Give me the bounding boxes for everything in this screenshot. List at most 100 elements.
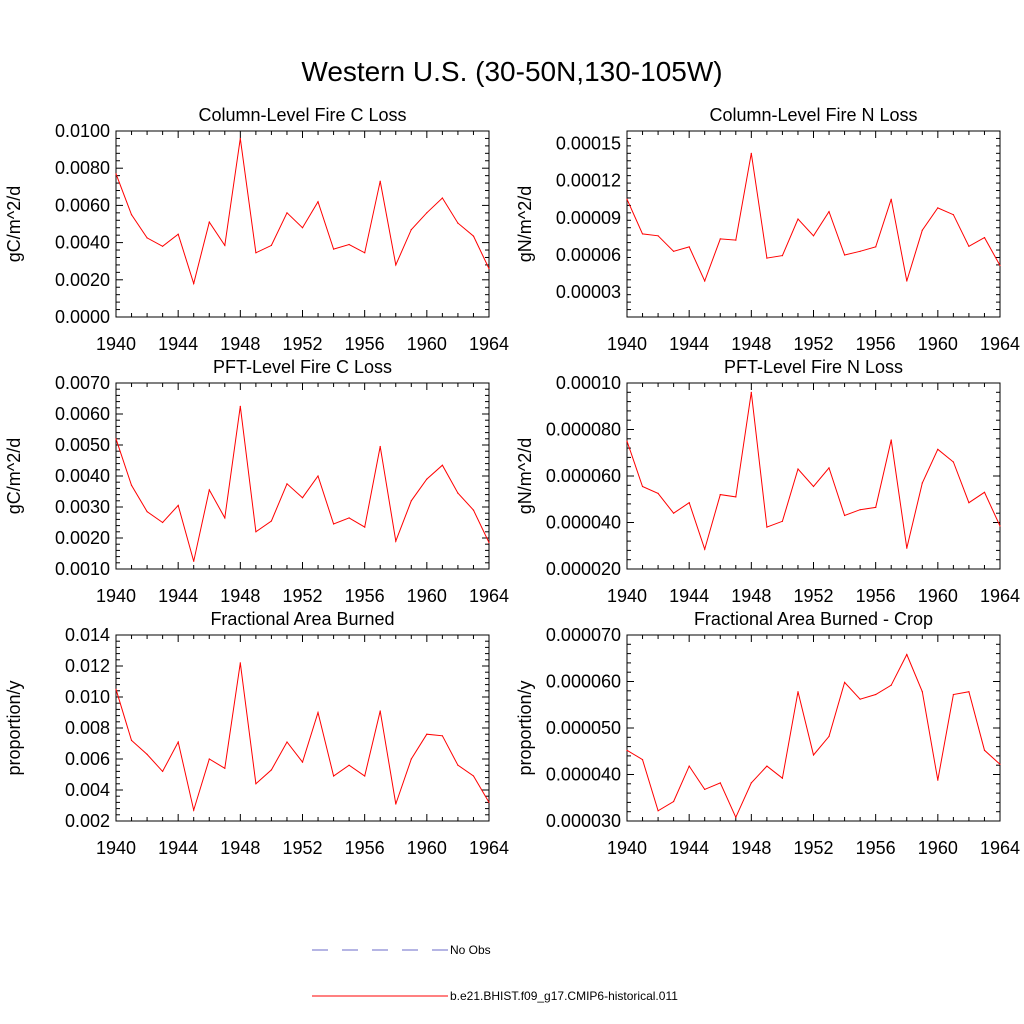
data-point	[844, 681, 846, 684]
data-point	[812, 754, 815, 756]
x-tick-label: 1948	[220, 586, 260, 606]
plot-frame	[115, 634, 490, 822]
data-point	[657, 492, 659, 494]
data-point	[379, 445, 381, 448]
data-point	[704, 788, 706, 791]
x-tick-label: 1948	[731, 838, 771, 858]
data-point	[364, 526, 366, 528]
data-point	[193, 809, 195, 811]
data-point	[875, 693, 877, 696]
data-point	[952, 461, 955, 463]
data-point	[146, 753, 148, 756]
data-point	[937, 448, 939, 450]
data-point	[859, 509, 861, 511]
data-point	[983, 749, 986, 751]
chart-panel-5: Fractional Area Burned proportion/y 1940 19…	[4, 609, 509, 858]
data-point	[193, 282, 195, 285]
data-point	[688, 246, 690, 248]
data-point	[379, 710, 381, 712]
y-tick-label: 0.000040	[546, 513, 621, 533]
data-point	[844, 254, 846, 256]
data-point	[395, 264, 397, 266]
data-point	[395, 540, 397, 542]
series-line	[626, 653, 1001, 819]
data-point	[410, 229, 412, 231]
data-point	[812, 485, 815, 488]
y-axis-label: proportion/y	[515, 680, 535, 775]
data-point	[410, 500, 412, 502]
y-tick-label: 0.000070	[546, 625, 621, 645]
data-point	[333, 775, 335, 777]
data-point	[781, 255, 784, 257]
y-tick-label: 0.00010	[556, 373, 621, 393]
data-point	[921, 482, 923, 484]
data-point	[146, 511, 148, 513]
data-point	[255, 783, 257, 785]
x-tick-label: 1948	[220, 838, 260, 858]
data-point	[410, 758, 412, 760]
y-tick-label: 0.014	[65, 625, 110, 645]
x-tick-label: 1960	[407, 334, 447, 354]
x-tick-label: 1956	[345, 334, 385, 354]
data-point	[626, 440, 628, 442]
data-point	[952, 693, 955, 696]
panel-title: Fractional Area Burned - Crop	[694, 609, 933, 629]
y-tick-label: 0.000020	[546, 559, 621, 579]
data-point	[673, 800, 675, 803]
data-point	[704, 280, 706, 282]
data-point	[115, 438, 117, 440]
data-point	[224, 767, 226, 769]
x-tick-label: 1948	[731, 334, 771, 354]
data-point	[457, 492, 459, 494]
x-tick-label: 1944	[158, 586, 198, 606]
data-point	[270, 244, 272, 246]
x-tick-label: 1956	[345, 586, 385, 606]
y-tick-label: 0.0000	[55, 307, 110, 327]
data-point	[797, 468, 799, 470]
data-point	[255, 531, 257, 533]
data-point	[828, 467, 830, 469]
y-tick-label: 0.0080	[55, 158, 110, 178]
y-tick-label: 0.0100	[55, 121, 110, 141]
data-point	[364, 252, 366, 254]
data-point	[921, 691, 923, 693]
data-point	[968, 691, 970, 693]
data-point	[906, 653, 908, 656]
chart-panel-6: Fractional Area Burned - Crop proportion/…	[515, 609, 1020, 858]
x-tick-label: 1944	[158, 334, 198, 354]
x-tick-label: 1964	[980, 586, 1020, 606]
data-point	[239, 405, 241, 407]
data-point	[719, 238, 721, 240]
data-point	[130, 214, 133, 216]
data-point	[208, 758, 210, 760]
data-point	[983, 237, 986, 239]
data-point	[828, 211, 830, 213]
data-point	[750, 152, 752, 154]
x-tick-label: 1940	[96, 838, 136, 858]
x-tick-label: 1956	[856, 586, 896, 606]
y-tick-label: 0.002	[65, 811, 110, 831]
y-tick-label: 0.0040	[55, 233, 110, 253]
x-tick-label: 1940	[607, 838, 647, 858]
x-tick-label: 1956	[856, 334, 896, 354]
y-tick-label: 0.000060	[546, 672, 621, 692]
data-point	[875, 506, 877, 508]
data-point	[766, 257, 768, 259]
data-point	[317, 711, 319, 714]
data-point	[333, 523, 335, 525]
x-tick-label: 1944	[669, 334, 709, 354]
data-point	[641, 485, 644, 488]
data-point	[224, 517, 226, 519]
y-tick-label: 0.012	[65, 656, 110, 676]
data-point	[286, 483, 288, 485]
data-point	[890, 439, 892, 441]
data-point	[239, 137, 241, 139]
x-tick-label: 1952	[793, 334, 833, 354]
plot-frame	[626, 634, 1001, 822]
y-tick-label: 0.00015	[556, 133, 621, 153]
series-line	[115, 138, 490, 286]
data-point	[812, 235, 815, 237]
data-point	[162, 521, 164, 524]
data-point	[750, 782, 752, 784]
data-point	[968, 245, 970, 247]
